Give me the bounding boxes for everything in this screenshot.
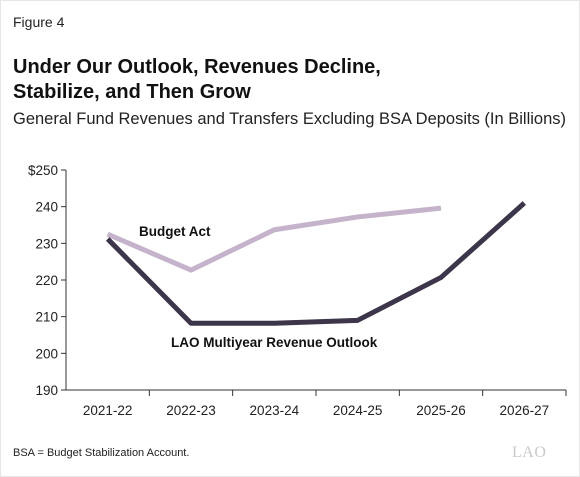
chart-title-line-1: Under Our Outlook, Revenues Decline, xyxy=(13,56,381,78)
chart-title: Under Our Outlook, Revenues Decline, Sta… xyxy=(13,55,553,105)
x-tick-label: 2021-22 xyxy=(83,403,133,418)
x-tick-label: 2026-27 xyxy=(500,403,550,418)
figure-label: Figure 4 xyxy=(13,14,65,30)
x-tick-label: 2024-25 xyxy=(333,403,383,418)
y-tick-label: 230 xyxy=(35,236,58,251)
x-tick-label: 2022-23 xyxy=(166,403,216,418)
series-line-lao-outlook xyxy=(105,201,526,326)
y-tick-label: 240 xyxy=(35,200,58,215)
lao-logo: LAO xyxy=(512,444,547,461)
chart-title-line-2: Stabilize, and Then Grow xyxy=(13,81,251,103)
y-tick-label: 190 xyxy=(35,383,58,398)
footnote: BSA = Budget Stabilization Account. xyxy=(13,447,190,459)
x-tick-label: 2025-26 xyxy=(416,403,466,418)
series-line-budget-act xyxy=(106,205,442,273)
series-label-lao-outlook: LAO Multiyear Revenue Outlook xyxy=(171,335,378,350)
y-tick-label: $250 xyxy=(28,163,58,178)
series-label-budget-act: Budget Act xyxy=(139,224,211,239)
x-tick-label: 2023-24 xyxy=(250,403,300,418)
chart-subtitle: General Fund Revenues and Transfers Excl… xyxy=(13,110,567,128)
y-tick-label: 220 xyxy=(35,273,58,288)
y-tick-label: 210 xyxy=(35,310,58,325)
y-tick-label: 200 xyxy=(35,346,58,361)
